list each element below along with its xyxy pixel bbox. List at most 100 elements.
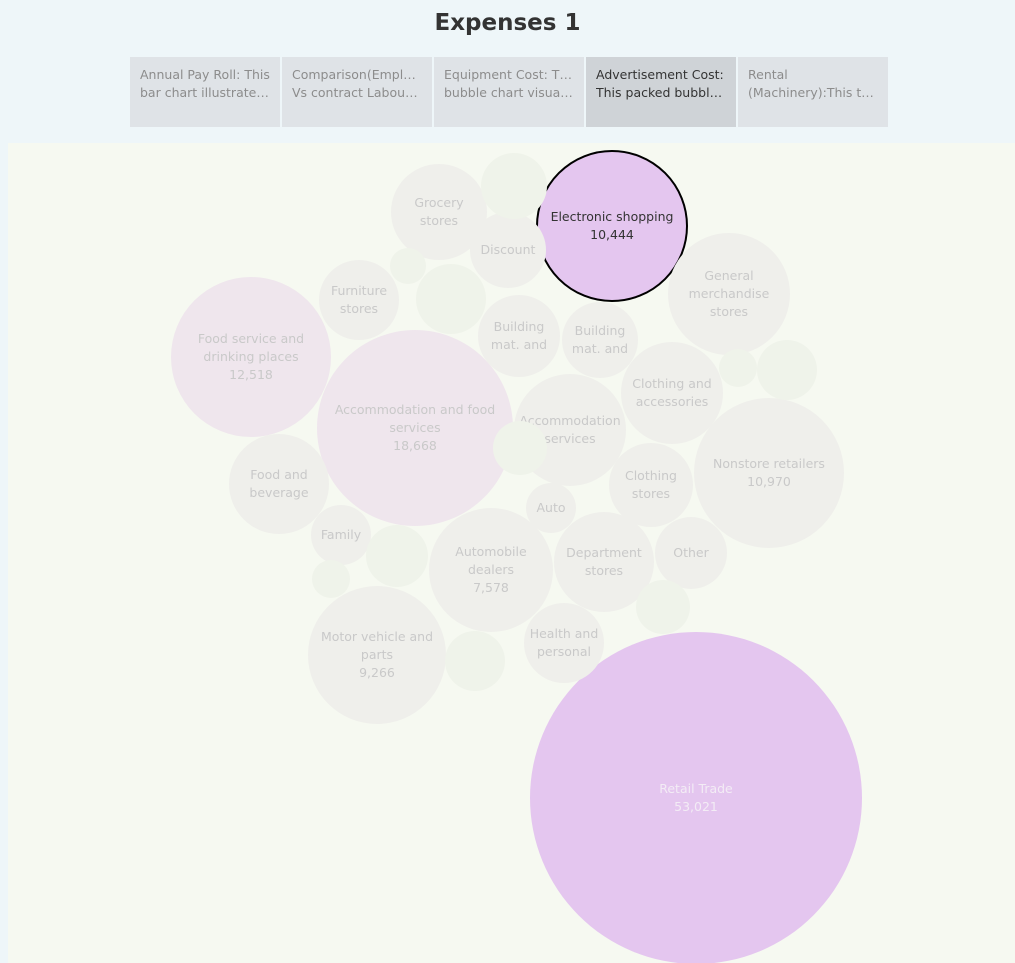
bubble-circle [655, 517, 727, 589]
bubble-circle [562, 302, 638, 378]
tab-label-line: (Machinery):This tree.. [748, 85, 878, 100]
bubble-label: beverage [249, 485, 308, 500]
bubble-circle [757, 340, 817, 400]
bubble-circle [312, 560, 350, 598]
bubble-motor-vehicle-and-parts[interactable]: Motor vehicle and parts 9,266 [308, 586, 446, 724]
bubble-unlabeled[interactable] [481, 153, 547, 219]
bubble-discount[interactable]: Discount [470, 212, 546, 288]
bubble-value-label: 18,668 [393, 438, 437, 453]
tab-rental-machinery[interactable]: Rental (Machinery):This tree.. [738, 57, 888, 127]
tab-annual-pay-roll[interactable]: Annual Pay Roll: This bar chart illustra… [130, 57, 280, 127]
bubble-circle [390, 248, 426, 284]
bubble-value-label: 9,266 [359, 665, 395, 680]
bubble-circle [445, 631, 505, 691]
bubble-building-mat-and-2[interactable]: Building mat. and [562, 302, 638, 378]
bubble-circle [526, 483, 576, 533]
bubble-circle [319, 260, 399, 340]
bubble-clothing-stores[interactable]: Clothing stores [609, 443, 693, 527]
bubble-label: stores [340, 301, 378, 316]
packed-bubble-chart: Retail Trade 53,021 Accommodation and food… [171, 150, 862, 963]
bubble-unlabeled[interactable] [390, 248, 426, 284]
bubble-label: Health and [530, 626, 599, 641]
bubble-building-mat-and-1[interactable]: Building mat. and [478, 295, 560, 377]
bubble-label: personal [537, 644, 591, 659]
tab-label-line: This packed bubble ch.. [596, 85, 726, 100]
story-tabs: Annual Pay Roll: This bar chart illustra… [130, 57, 888, 127]
bubble-electronic-shopping[interactable]: Electronic shopping 10,444 [536, 150, 688, 302]
bubble-value-label: 12,518 [229, 367, 273, 382]
bubble-value-label: 7,578 [473, 580, 509, 595]
bubble-circle [524, 603, 604, 683]
bubble-circle [609, 443, 693, 527]
bubble-label: services [544, 431, 595, 446]
bubble-circle [621, 342, 723, 444]
bubble-circle [481, 153, 547, 219]
bubble-nonstore-retailers[interactable]: Nonstore retailers 10,970 [694, 398, 844, 548]
dashboard-title: Expenses 1 [434, 10, 581, 36]
bubble-family[interactable]: Family [311, 505, 371, 565]
bubble-label: Building [494, 319, 545, 334]
bubble-unlabeled[interactable] [757, 340, 817, 400]
bubble-circle [536, 150, 688, 302]
bubble-value-label: 53,021 [674, 799, 718, 814]
bubble-circle [719, 349, 757, 387]
bubble-automobile-dealers[interactable]: Automobile dealers 7,578 [429, 508, 553, 632]
bubble-label: Clothing and [632, 376, 712, 391]
bubble-circle [391, 164, 487, 260]
bubble-label: Food service and [198, 331, 304, 346]
bubble-label: Clothing [625, 468, 677, 483]
bubble-label: Accommodation [519, 413, 620, 428]
tab-label-line: Rental [748, 67, 788, 82]
bubble-unlabeled[interactable] [366, 525, 428, 587]
bubble-unlabeled[interactable] [416, 264, 486, 334]
bubble-retail-trade[interactable]: Retail Trade 53,021 [530, 632, 862, 963]
bubble-circle [636, 580, 690, 634]
bubble-label: stores [585, 563, 623, 578]
bubble-unlabeled[interactable] [493, 421, 547, 475]
bubble-value-label: 10,970 [747, 474, 791, 489]
bubble-chart-area: Retail Trade 53,021 Accommodation and food… [8, 143, 1015, 963]
bubble-circle [366, 525, 428, 587]
bubble-food-and-beverage[interactable]: Food and beverage [229, 434, 329, 534]
bubble-label: Grocery [414, 195, 464, 210]
tab-comparison[interactable]: Comparison(Employee Vs contract Labours)… [282, 57, 432, 127]
bubble-furniture-stores[interactable]: Furniture stores [319, 260, 399, 340]
bubble-circle [493, 421, 547, 475]
bubble-food-service-and-drinking-places[interactable]: Food service and drinking places 12,518 [171, 277, 331, 437]
bubble-department-stores[interactable]: Department stores [554, 512, 654, 612]
bubble-label: Building [575, 323, 626, 338]
bubble-label: dealers [468, 562, 514, 577]
bubble-health-and-personal[interactable]: Health and personal [524, 603, 604, 683]
bubble-label: Automobile [455, 544, 527, 559]
bubble-circle [478, 295, 560, 377]
tab-advertisement-cost[interactable]: Advertisement Cost: This packed bubble c… [586, 57, 736, 127]
bubble-unlabeled[interactable] [719, 349, 757, 387]
tab-label-line: bubble chart visualize.. [444, 85, 574, 100]
tab-label-line: Comparison(Employee [292, 67, 422, 82]
bubble-label: accessories [636, 394, 709, 409]
bubble-unlabeled[interactable] [312, 560, 350, 598]
tab-equipment-cost[interactable]: Equipment Cost: This bubble chart visual… [434, 57, 584, 127]
bubble-label: mat. and [572, 341, 628, 356]
bubble-unlabeled[interactable] [636, 580, 690, 634]
bubble-label: Food and [250, 467, 307, 482]
bubble-label: stores [710, 304, 748, 319]
bubble-label: Auto [536, 500, 565, 515]
bubble-label: Motor vehicle and [321, 629, 433, 644]
bubble-circle [530, 632, 862, 963]
bubble-label: Retail Trade [659, 781, 733, 796]
bubble-circle [317, 330, 513, 526]
bubble-circle [668, 233, 790, 355]
bubble-general-merchandise-stores[interactable]: General merchandise stores [668, 233, 790, 355]
bubble-grocery-stores[interactable]: Grocery stores [391, 164, 487, 260]
bubble-label: stores [420, 213, 458, 228]
tab-label-line: Vs contract Labours): .. [292, 85, 422, 100]
bubble-clothing-and-accessories[interactable]: Clothing and accessories [621, 342, 723, 444]
bubble-auto[interactable]: Auto [526, 483, 576, 533]
bubble-circle [554, 512, 654, 612]
bubble-accommodation-and-food-services[interactable]: Accommodation and food services 18,668 [317, 330, 513, 526]
bubble-label: Department [566, 545, 642, 560]
bubble-unlabeled[interactable] [445, 631, 505, 691]
bubble-label: stores [632, 486, 670, 501]
bubble-other[interactable]: Other [655, 517, 727, 589]
